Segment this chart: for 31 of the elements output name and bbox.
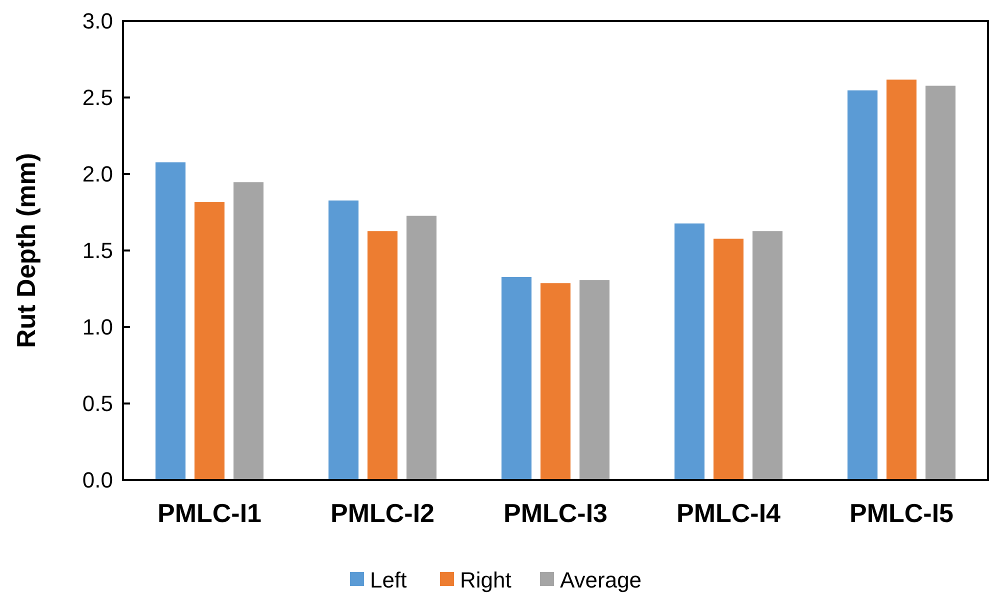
bar [674,222,706,480]
legend-label: Right [460,568,512,592]
bar [500,276,532,480]
bar [846,89,878,480]
bar [406,214,438,480]
y-tick-label: 1.5 [82,238,113,263]
y-tick-label: 2.0 [82,162,113,186]
x-tick-label: PMLC-I3 [504,498,608,528]
bar [328,200,360,480]
y-axis-title: Rut Depth (mm) [11,153,41,348]
y-tick-label: 2.5 [82,85,113,110]
bar [154,161,186,480]
bar [924,84,956,480]
bar [752,230,784,480]
y-tick-label: 1.0 [82,314,113,340]
bar [194,201,226,480]
legend-label: Average [560,568,642,592]
y-tick-label: 0.0 [82,468,113,492]
y-tick-label: 0.5 [82,391,113,416]
bar [366,230,398,480]
x-tick-label: PMLC-I1 [158,498,262,528]
bar [712,238,744,480]
bar [886,78,918,480]
x-tick-label: PMLC-I5 [850,498,954,528]
legend-label: Left [370,568,407,592]
x-tick-label: PMLC-I4 [676,498,782,528]
bar [232,181,264,480]
x-tick-label: PMLC-I2 [330,498,434,528]
y-tick-label: 3.0 [82,8,113,34]
bar [540,282,572,480]
bar [578,279,610,480]
